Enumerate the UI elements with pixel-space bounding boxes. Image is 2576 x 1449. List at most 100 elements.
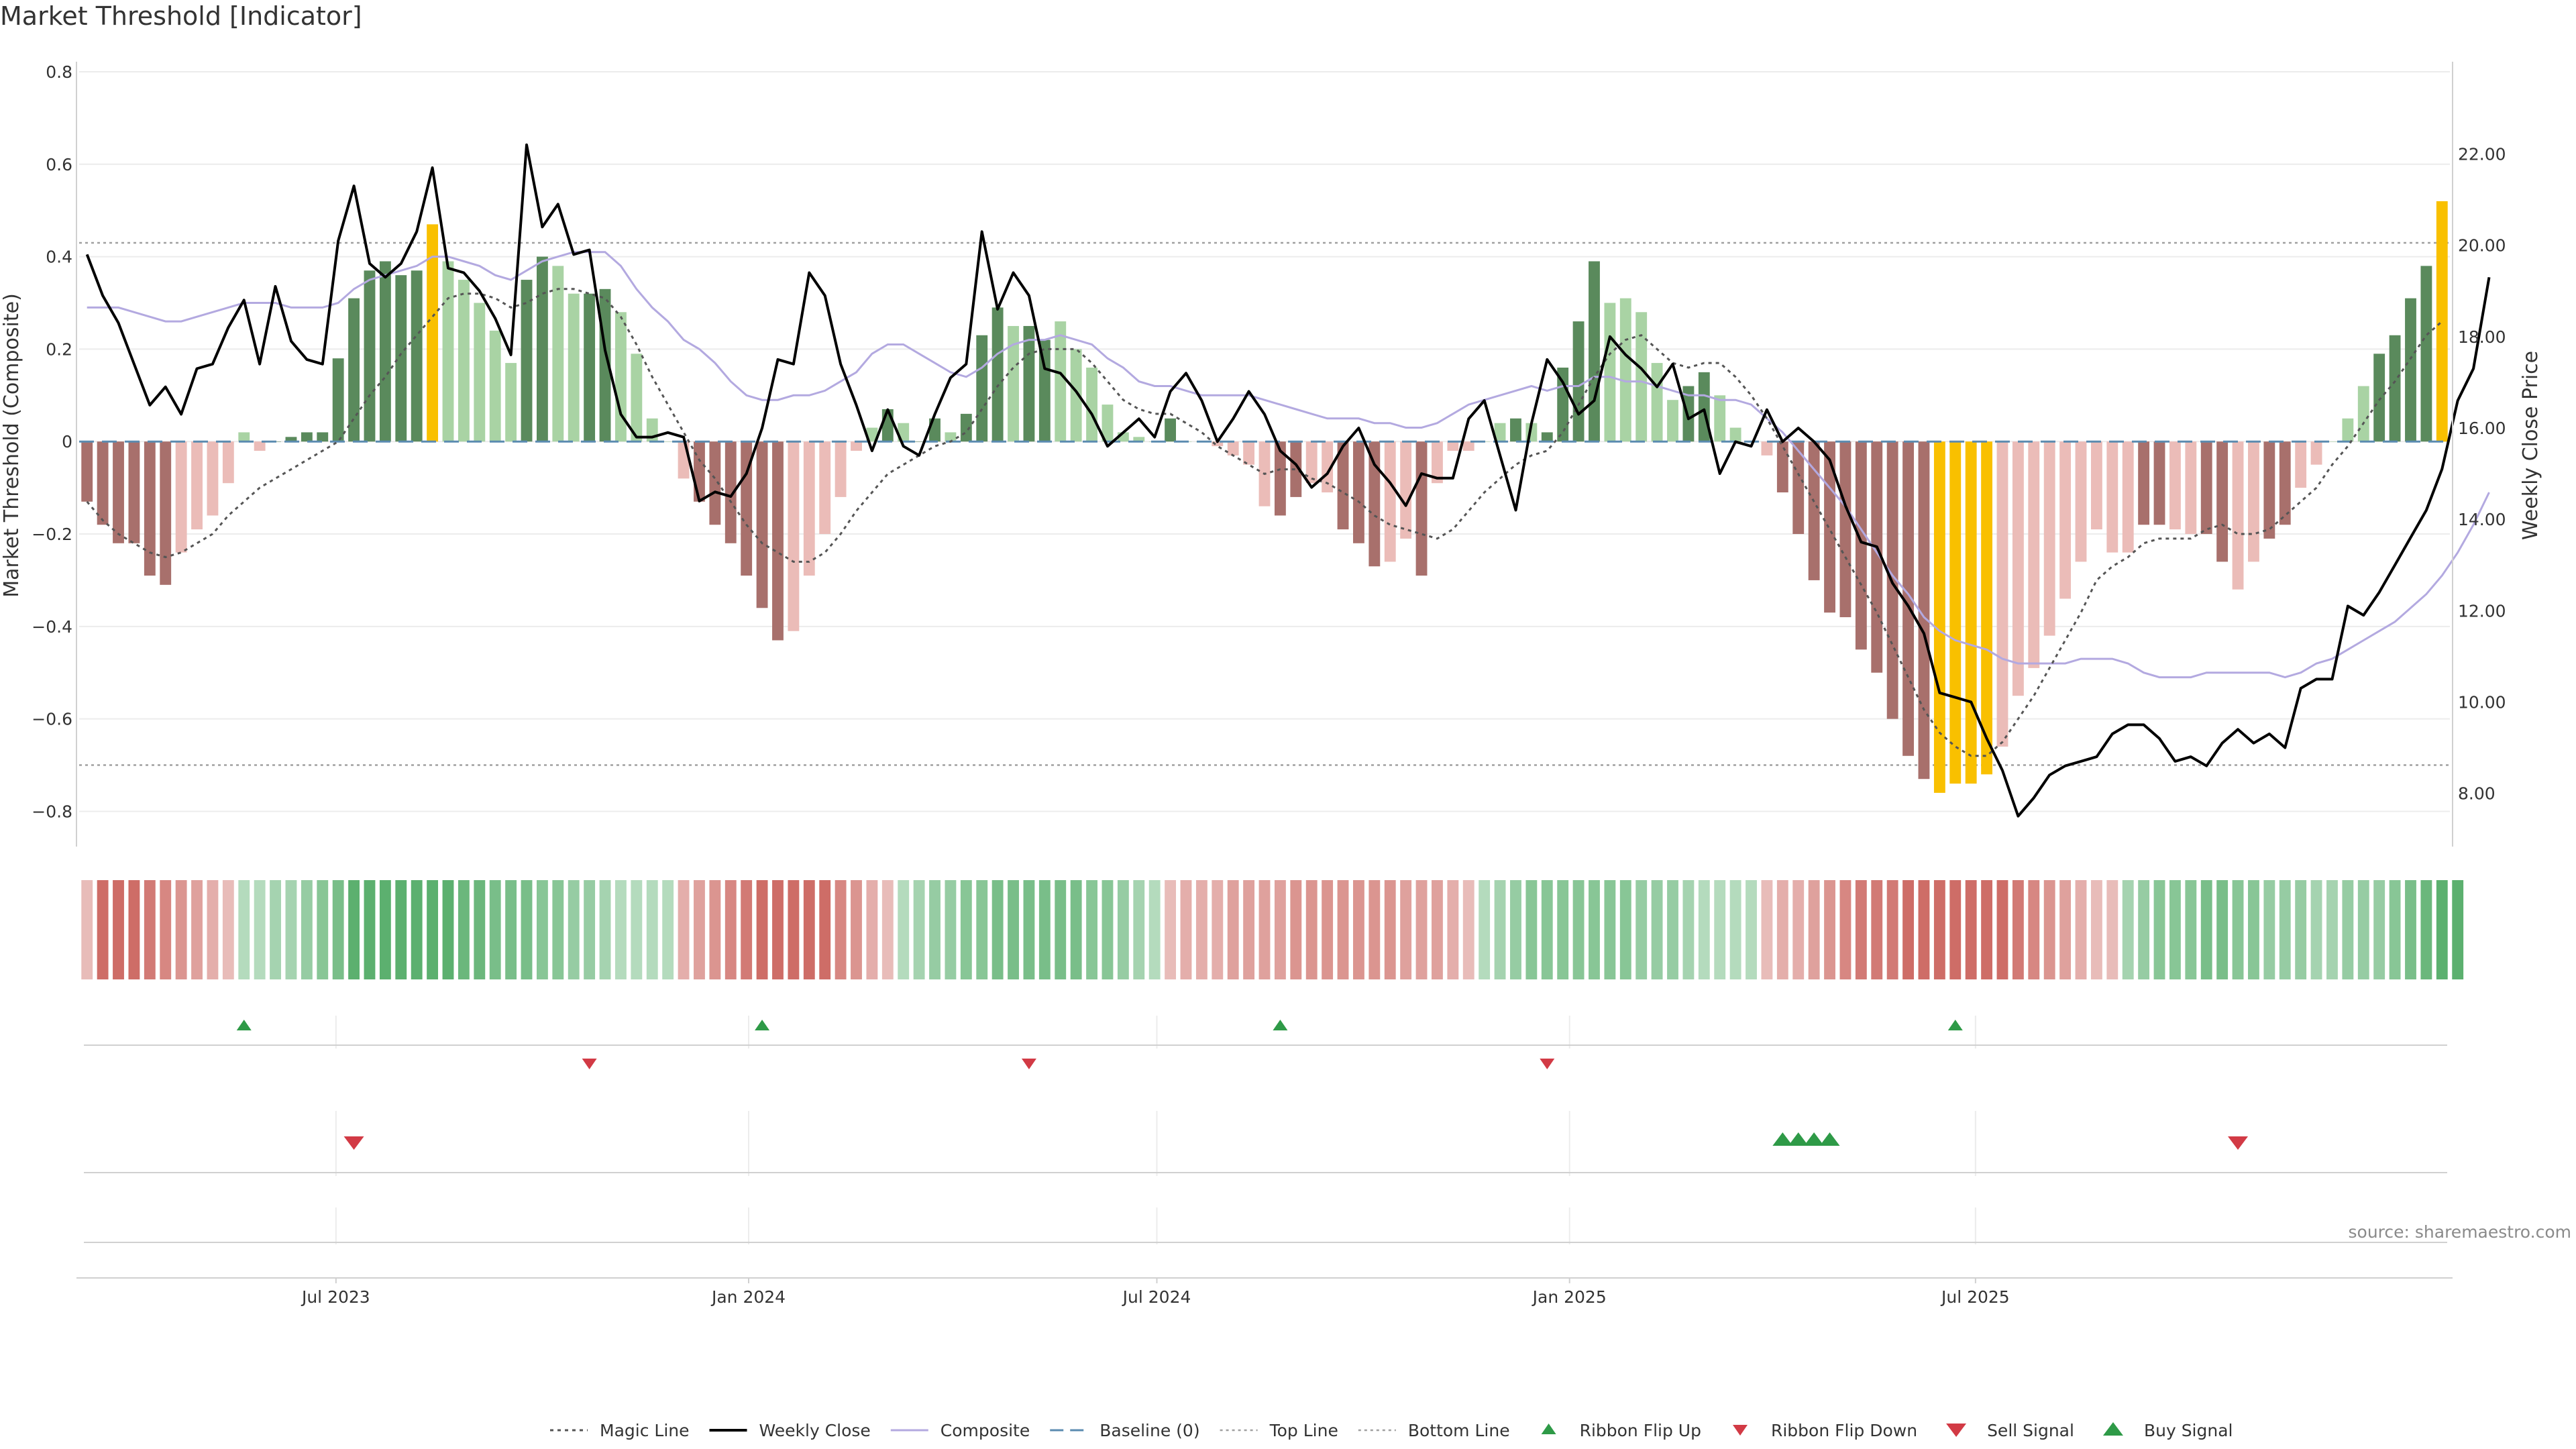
legend-swatch bbox=[1732, 1425, 1748, 1436]
ribbon-cell bbox=[2295, 880, 2307, 979]
composite-bar bbox=[2169, 441, 2181, 530]
composite-bar bbox=[1368, 441, 1381, 567]
ribbon-cell bbox=[1761, 880, 1773, 979]
left-axis-title: Market Threshold (Composite) bbox=[0, 293, 23, 598]
ribbon-cell bbox=[1337, 880, 1349, 979]
legend-label: Bottom Line bbox=[1408, 1421, 1510, 1440]
ribbon-cell bbox=[1038, 880, 1051, 979]
ribbon-cell bbox=[2389, 880, 2401, 979]
composite-bar bbox=[2248, 441, 2259, 562]
ribbon-cell bbox=[2106, 880, 2118, 979]
legend-item: Top Line bbox=[1220, 1421, 1338, 1440]
ribbon-cell bbox=[1855, 880, 1867, 979]
left-tick-label: 0.2 bbox=[46, 339, 72, 359]
composite-bar bbox=[991, 307, 1004, 442]
composite-bar bbox=[81, 441, 93, 502]
composite-bar bbox=[238, 432, 250, 442]
ribbon-cell bbox=[788, 880, 800, 979]
composite-bar bbox=[505, 363, 517, 442]
composite-bars bbox=[81, 201, 2448, 793]
composite-bar bbox=[474, 303, 486, 442]
composite-bar bbox=[1589, 261, 1600, 442]
x-tick-label: Jan 2024 bbox=[710, 1287, 786, 1307]
ribbon-cell bbox=[1525, 880, 1538, 979]
composite-bar bbox=[819, 441, 831, 535]
composite-bar bbox=[2090, 441, 2102, 530]
ribbon-cell bbox=[2373, 880, 2385, 979]
composite-bar bbox=[1305, 441, 1318, 484]
composite-bar bbox=[2122, 441, 2134, 553]
composite-bar bbox=[803, 441, 815, 576]
ribbon-cell bbox=[2216, 880, 2229, 979]
ribbon-cell bbox=[1479, 880, 1491, 979]
composite-bar bbox=[1651, 363, 1663, 442]
composite-bar bbox=[442, 261, 454, 442]
composite-bar bbox=[2405, 298, 2416, 442]
composite-bar bbox=[489, 330, 501, 442]
ribbon-cell bbox=[2436, 880, 2448, 979]
magic-line bbox=[86, 288, 2443, 757]
ribbon-cell bbox=[1290, 880, 1302, 979]
ribbon-cell bbox=[1933, 880, 1945, 979]
legend-item: Ribbon Flip Up bbox=[1541, 1421, 1701, 1440]
ribbon-cell bbox=[866, 880, 878, 979]
ribbon-cell bbox=[2169, 880, 2181, 979]
composite-bar bbox=[285, 437, 297, 442]
composite-bar bbox=[364, 270, 376, 442]
ribbon-cell bbox=[2059, 880, 2072, 979]
composite-bar bbox=[1667, 400, 1678, 442]
ribbon-cell bbox=[1227, 880, 1239, 979]
legend-swatch bbox=[1541, 1424, 1556, 1434]
ribbon-cell bbox=[1212, 880, 1224, 979]
ribbon-cell bbox=[1415, 880, 1428, 979]
composite-bar bbox=[2043, 441, 2055, 636]
composite-bar bbox=[1023, 325, 1035, 442]
ribbon-cell bbox=[631, 880, 643, 979]
ribbon-cell bbox=[238, 880, 250, 979]
sell-signal-marker bbox=[2228, 1136, 2249, 1150]
ribbon-cell bbox=[81, 880, 93, 979]
legend-label: Buy Signal bbox=[2144, 1421, 2233, 1440]
ribbon-cell bbox=[2326, 880, 2338, 979]
right-tick-label: 16.00 bbox=[2458, 419, 2506, 438]
x-tick-label: Jul 2025 bbox=[1940, 1287, 2010, 1307]
composite-bar bbox=[1572, 321, 1585, 442]
composite-bar bbox=[1682, 386, 1695, 442]
legend-item: Magic Line bbox=[550, 1421, 690, 1440]
ribbon-cell bbox=[694, 880, 705, 979]
legend-swatch bbox=[1946, 1424, 1967, 1437]
composite-bar bbox=[976, 335, 988, 442]
ribbon-cell bbox=[1965, 880, 1977, 979]
ribbon-cell bbox=[1274, 880, 1286, 979]
ribbon-cell bbox=[960, 880, 972, 979]
ribbon-cell bbox=[2452, 880, 2464, 979]
ribbon-cell bbox=[1698, 880, 1710, 979]
reference-lines bbox=[79, 241, 2450, 766]
composite-bar bbox=[945, 432, 957, 442]
composite-bar bbox=[1635, 312, 1648, 442]
ribbon-cell bbox=[2153, 880, 2165, 979]
composite-bar bbox=[1714, 395, 1726, 442]
left-tick-label: −0.2 bbox=[32, 525, 72, 544]
ribbon-cell bbox=[113, 880, 124, 979]
composite-bar bbox=[458, 280, 470, 442]
composite-bar bbox=[1871, 441, 1883, 673]
ribbon-cell bbox=[1352, 880, 1364, 979]
ribbon-cell bbox=[1619, 880, 1631, 979]
ribbon-cell bbox=[1133, 880, 1145, 979]
composite-bar bbox=[1792, 441, 1805, 535]
composite-bar bbox=[536, 256, 548, 442]
ribbon-cell bbox=[222, 880, 234, 979]
ribbon-cell bbox=[1714, 880, 1726, 979]
left-tick-label: −0.4 bbox=[32, 617, 72, 637]
composite-bar bbox=[1933, 441, 1945, 793]
ribbon-cell bbox=[1195, 880, 1208, 979]
weekly-close-line bbox=[85, 143, 2491, 818]
ribbon-cell bbox=[1086, 880, 1097, 979]
ribbon-cell bbox=[1180, 880, 1192, 979]
composite-bar bbox=[1008, 325, 1019, 442]
ribbon-flip-down-marker bbox=[1540, 1059, 1555, 1069]
composite-bar bbox=[2373, 354, 2385, 442]
ribbon-cell bbox=[1839, 880, 1851, 979]
legend: Magic Line Weekly Close Composite Baseline … bbox=[550, 1421, 2233, 1440]
